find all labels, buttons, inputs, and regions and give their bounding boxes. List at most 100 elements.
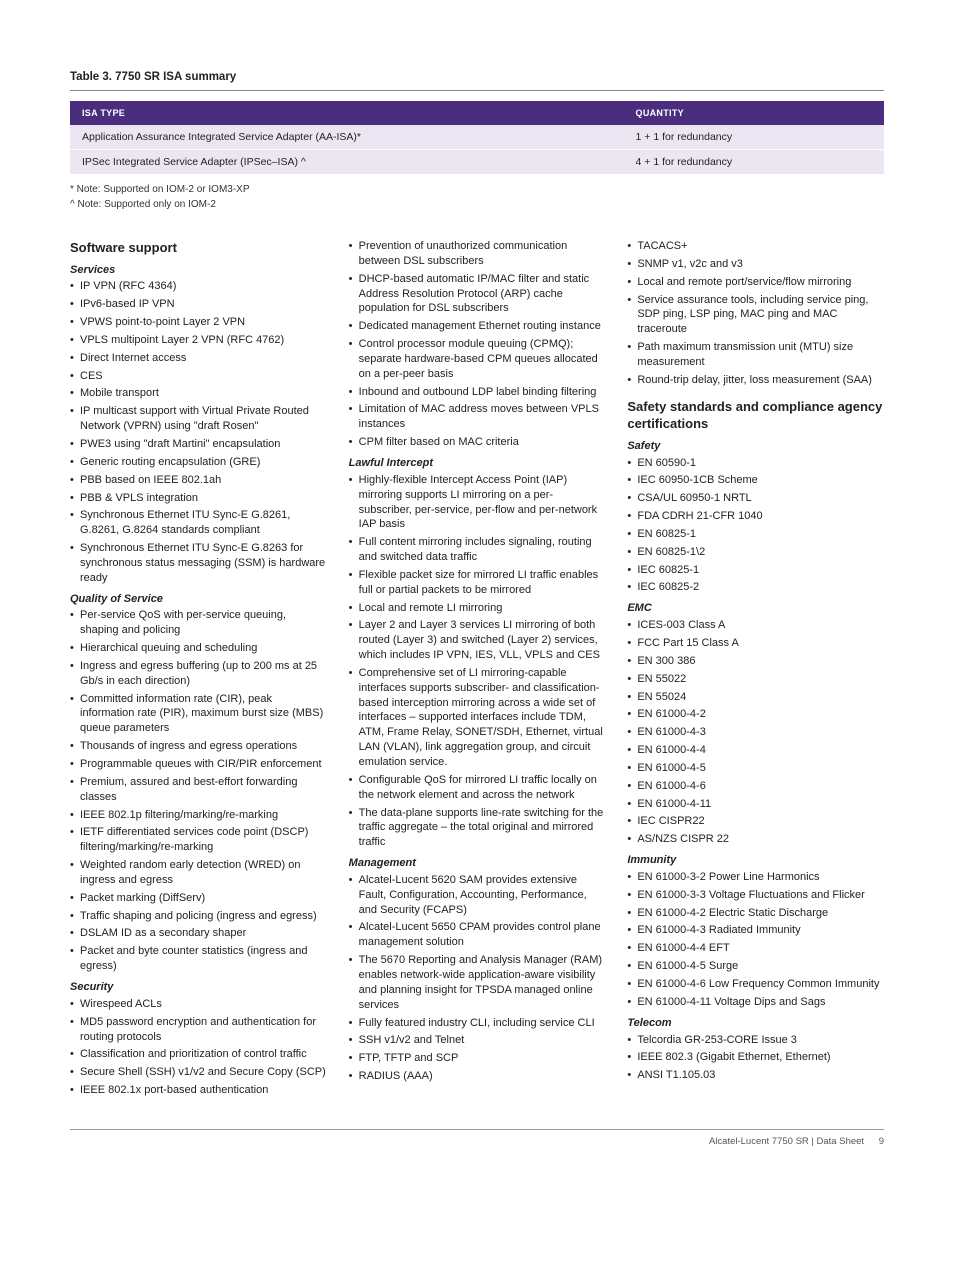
table-row: IPSec Integrated Service Adapter (IPSec–…	[70, 149, 884, 174]
list-item: Secure Shell (SSH) v1/v2 and Secure Copy…	[70, 1065, 327, 1080]
list-item: PBB based on IEEE 802.1ah	[70, 473, 327, 488]
footer-text: Alcatel-Lucent 7750 SR | Data Sheet	[709, 1136, 864, 1147]
isa-table: ISA TYPE QUANTITY Application Assurance …	[70, 101, 884, 175]
list-item: EN 61000-4-2	[627, 707, 884, 722]
list-item: EN 61000-4-4 EFT	[627, 941, 884, 956]
list-item: Mobile transport	[70, 386, 327, 401]
note-2: ^ Note: Supported only on IOM-2	[70, 198, 884, 212]
column-2: Prevention of unauthorized communication…	[349, 239, 606, 1101]
list-security-cont: Prevention of unauthorized communication…	[349, 239, 606, 450]
list-management-cont: TACACS+SNMP v1, v2c and v3Local and remo…	[627, 239, 884, 388]
list-item: Round-trip delay, jitter, loss measureme…	[627, 373, 884, 388]
list-item: Flexible packet size for mirrored LI tra…	[349, 568, 606, 598]
list-item: The 5670 Reporting and Analysis Manager …	[349, 953, 606, 1012]
list-item: EN 61000-4-6 Low Frequency Common Immuni…	[627, 977, 884, 992]
list-item: Classification and prioritization of con…	[70, 1047, 327, 1062]
list-item: Thousands of ingress and egress operatio…	[70, 739, 327, 754]
list-item: EN 61000-4-11	[627, 797, 884, 812]
column-3: TACACS+SNMP v1, v2c and v3Local and remo…	[627, 239, 884, 1101]
list-item: Telcordia GR-253-CORE Issue 3	[627, 1033, 884, 1048]
th-isa-type: ISA TYPE	[70, 101, 624, 125]
list-item: Generic routing encapsulation (GRE)	[70, 455, 327, 470]
list-item: IPv6-based IP VPN	[70, 297, 327, 312]
heading-emc: EMC	[627, 601, 884, 616]
heading-software-support: Software support	[70, 239, 327, 257]
list-item: FDA CDRH 21-CFR 1040	[627, 509, 884, 524]
heading-safety: Safety	[627, 439, 884, 454]
list-item: IEC CISPR22	[627, 814, 884, 829]
list-item: DHCP-based automatic IP/MAC filter and s…	[349, 272, 606, 317]
list-item: IEC 60950-1CB Scheme	[627, 473, 884, 488]
list-item: Full content mirroring includes signalin…	[349, 535, 606, 565]
heading-immunity: Immunity	[627, 853, 884, 868]
heading-services: Services	[70, 263, 327, 278]
list-item: Local and remote LI mirroring	[349, 601, 606, 616]
list-item: IP VPN (RFC 4364)	[70, 279, 327, 294]
list-item: EN 61000-3-3 Voltage Fluctuations and Fl…	[627, 888, 884, 903]
list-item: Packet marking (DiffServ)	[70, 891, 327, 906]
list-item: IEEE 802.1p filtering/marking/re-marking	[70, 808, 327, 823]
list-item: Ingress and egress buffering (up to 200 …	[70, 659, 327, 689]
list-item: Packet and byte counter statistics (ingr…	[70, 944, 327, 974]
list-item: EN 61000-4-3 Radiated Immunity	[627, 923, 884, 938]
list-item: IEC 60825-2	[627, 580, 884, 595]
list-item: VPLS multipoint Layer 2 VPN (RFC 4762)	[70, 333, 327, 348]
list-item: MD5 password encryption and authenticati…	[70, 1015, 327, 1045]
list-item: Prevention of unauthorized communication…	[349, 239, 606, 269]
list-item: FTP, TFTP and SCP	[349, 1051, 606, 1066]
list-item: EN 61000-4-2 Electric Static Discharge	[627, 906, 884, 921]
list-item: EN 61000-4-4	[627, 743, 884, 758]
list-item: The data-plane supports line-rate switch…	[349, 806, 606, 851]
list-item: Fully featured industry CLI, including s…	[349, 1016, 606, 1031]
column-1: Software support Services IP VPN (RFC 43…	[70, 239, 327, 1101]
list-item: TACACS+	[627, 239, 884, 254]
list-item: RADIUS (AAA)	[349, 1069, 606, 1084]
heading-telecom: Telecom	[627, 1016, 884, 1031]
page-footer: Alcatel-Lucent 7750 SR | Data Sheet 9	[70, 1129, 884, 1149]
list-item: Layer 2 and Layer 3 services LI mirrorin…	[349, 618, 606, 663]
list-safety: EN 60590-1IEC 60950-1CB SchemeCSA/UL 609…	[627, 456, 884, 596]
list-item: EN 61000-4-11 Voltage Dips and Sags	[627, 995, 884, 1010]
list-item: EN 60825-1	[627, 527, 884, 542]
list-item: Alcatel-Lucent 5620 SAM provides extensi…	[349, 873, 606, 918]
list-item: PBB & VPLS integration	[70, 491, 327, 506]
list-item: SSH v1/v2 and Telnet	[349, 1033, 606, 1048]
list-item: CPM filter based on MAC criteria	[349, 435, 606, 450]
list-item: Hierarchical queuing and scheduling	[70, 641, 327, 656]
heading-lawful-intercept: Lawful Intercept	[349, 456, 606, 471]
list-item: Local and remote port/service/flow mirro…	[627, 275, 884, 290]
list-item: Control processor module queuing (CPMQ);…	[349, 337, 606, 382]
cell-quantity: 4 + 1 for redundancy	[624, 149, 884, 174]
list-item: Traffic shaping and policing (ingress an…	[70, 909, 327, 924]
list-item: IEEE 802.3 (Gigabit Ethernet, Ethernet)	[627, 1050, 884, 1065]
list-emc: ICES-003 Class AFCC Part 15 Class AEN 30…	[627, 618, 884, 847]
list-item: Highly-flexible Intercept Access Point (…	[349, 473, 606, 532]
heading-management: Management	[349, 856, 606, 871]
heading-qos: Quality of Service	[70, 592, 327, 607]
note-1: * Note: Supported on IOM-2 or IOM3-XP	[70, 183, 884, 197]
list-item: EN 55022	[627, 672, 884, 687]
heading-security: Security	[70, 980, 327, 995]
list-item: EN 61000-4-6	[627, 779, 884, 794]
list-item: EN 61000-4-5 Surge	[627, 959, 884, 974]
list-item: AS/NZS CISPR 22	[627, 832, 884, 847]
page-number: 9	[879, 1136, 884, 1147]
list-item: IETF differentiated services code point …	[70, 825, 327, 855]
list-item: Programmable queues with CIR/PIR enforce…	[70, 757, 327, 772]
list-item: EN 61000-3-2 Power Line Harmonics	[627, 870, 884, 885]
list-management: Alcatel-Lucent 5620 SAM provides extensi…	[349, 873, 606, 1084]
cell-isa-type: IPSec Integrated Service Adapter (IPSec–…	[70, 149, 624, 174]
list-item: Premium, assured and best-effort forward…	[70, 775, 327, 805]
list-item: Per-service QoS with per-service queuing…	[70, 608, 327, 638]
list-security: Wirespeed ACLsMD5 password encryption an…	[70, 997, 327, 1098]
list-item: Synchronous Ethernet ITU Sync-E G.8261, …	[70, 508, 327, 538]
list-services: IP VPN (RFC 4364)IPv6-based IP VPNVPWS p…	[70, 279, 327, 585]
list-item: FCC Part 15 Class A	[627, 636, 884, 651]
list-item: Service assurance tools, including servi…	[627, 293, 884, 338]
list-telecom: Telcordia GR-253-CORE Issue 3 IEEE 802.3 …	[627, 1033, 884, 1084]
list-item: CES	[70, 369, 327, 384]
list-item: Synchronous Ethernet ITU Sync-E G.8263 f…	[70, 541, 327, 586]
list-item: EN 61000-4-3	[627, 725, 884, 740]
list-item: Configurable QoS for mirrored LI traffic…	[349, 773, 606, 803]
list-item: Comprehensive set of LI mirroring-capabl…	[349, 666, 606, 770]
